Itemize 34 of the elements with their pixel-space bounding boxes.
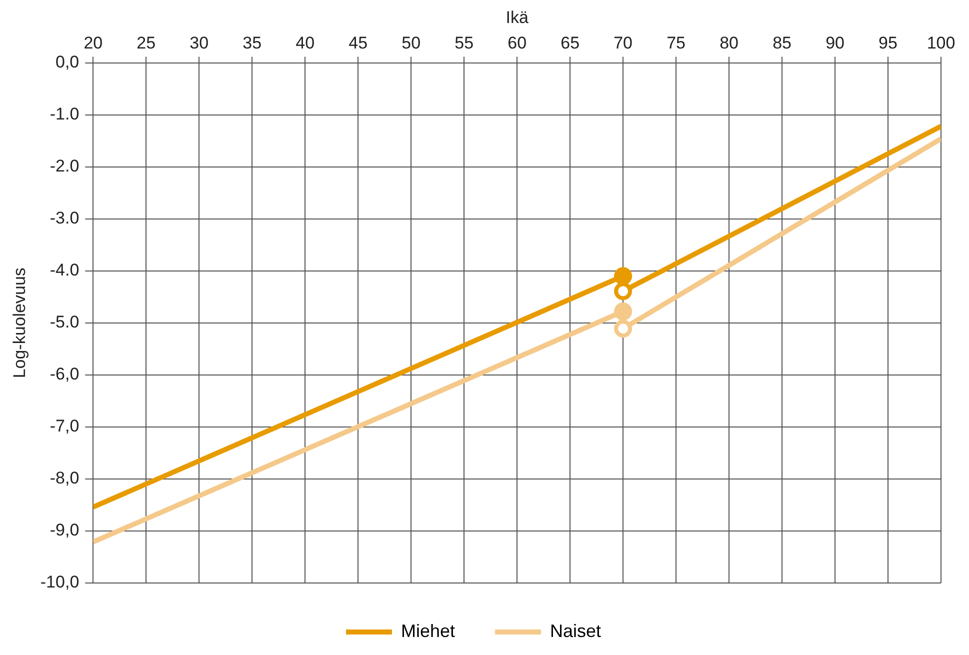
y-axis-title: Log-kuolevuus — [10, 268, 29, 378]
x-tick-label: 80 — [720, 33, 738, 52]
x-tick-label: 60 — [508, 33, 527, 52]
x-tick-label: 45 — [348, 33, 368, 52]
x-tick-label: 30 — [190, 33, 209, 52]
y-tick-label: -7,0 — [50, 416, 80, 436]
x-tick-label: 25 — [136, 33, 156, 52]
y-tick-label: -3.0 — [50, 208, 80, 228]
y-tick-label: 0,0 — [56, 52, 80, 72]
y-tick-label: -1.0 — [50, 104, 80, 124]
x-tick-label: 85 — [772, 33, 792, 52]
y-tick-label: -8,0 — [50, 468, 80, 488]
y-tick-label: -9,0 — [50, 520, 80, 540]
y-tick-label: -6,0 — [50, 364, 80, 384]
x-tick-label: 90 — [826, 33, 844, 52]
point — [614, 302, 632, 320]
legend-label: Miehet — [400, 620, 456, 641]
y-tick-label: -5.0 — [50, 312, 80, 332]
x-axis-title: Ikä — [506, 8, 529, 27]
x-tick-label: 55 — [454, 33, 474, 52]
x-tick-label: 65 — [560, 33, 580, 52]
x-tick-label: 50 — [402, 33, 421, 52]
x-tick-label: 100 — [926, 33, 956, 52]
x-tick-label: 75 — [666, 33, 686, 52]
y-tick-label: -10,0 — [40, 572, 80, 592]
x-tick-label: 20 — [84, 33, 103, 52]
x-tick-label: 40 — [296, 33, 315, 52]
legend-label: Naiset — [550, 620, 602, 641]
x-tick-label: 35 — [242, 33, 262, 52]
point — [614, 267, 632, 286]
x-tick-label: 70 — [614, 33, 633, 52]
y-tick-label: -2.0 — [50, 156, 80, 176]
y-tick-label: -4.0 — [50, 260, 80, 280]
x-tick-label: 95 — [878, 33, 898, 52]
